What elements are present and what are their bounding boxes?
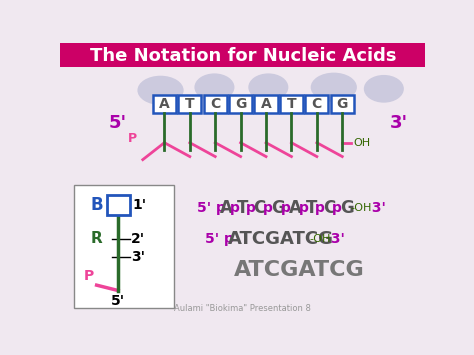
Bar (305, 95, 328, 114)
Text: ATCGATCG: ATCGATCG (234, 260, 365, 280)
Text: 5' p: 5' p (198, 201, 227, 215)
Text: OH: OH (353, 138, 370, 148)
Text: p: p (315, 201, 325, 215)
Text: 3': 3' (131, 250, 145, 264)
Text: p: p (299, 201, 309, 215)
Text: G: G (337, 97, 348, 111)
Text: A: A (159, 97, 170, 111)
Text: C: C (323, 199, 335, 217)
Text: 2': 2' (131, 232, 146, 246)
Text: T: T (287, 97, 296, 111)
Bar (178, 95, 201, 114)
Text: C: C (210, 97, 220, 111)
Text: R: R (91, 231, 103, 246)
Bar (107, 195, 130, 215)
Ellipse shape (137, 76, 183, 105)
Text: G: G (340, 199, 354, 217)
Ellipse shape (248, 73, 288, 101)
Text: p: p (246, 201, 256, 215)
Ellipse shape (194, 73, 235, 101)
Text: p: p (332, 201, 342, 215)
Text: ATCGATCG: ATCGATCG (228, 230, 333, 248)
Text: B: B (90, 196, 103, 214)
Text: 5': 5' (109, 114, 127, 132)
Text: A: A (261, 97, 272, 111)
Bar (331, 95, 354, 114)
Text: -OH: -OH (350, 203, 372, 213)
Text: 1': 1' (133, 198, 147, 212)
Text: G: G (235, 97, 246, 111)
Text: C: C (254, 199, 266, 217)
Bar (153, 95, 176, 114)
Text: p: p (229, 201, 239, 215)
Text: 5' p: 5' p (205, 232, 234, 246)
Text: p: p (281, 201, 291, 215)
Text: P: P (84, 269, 94, 283)
Text: 3': 3' (367, 201, 386, 215)
Text: Aulami "Biokima" Presentation 8: Aulami "Biokima" Presentation 8 (174, 304, 311, 313)
Text: G: G (271, 199, 284, 217)
Text: 3': 3' (390, 114, 408, 132)
Ellipse shape (310, 73, 357, 102)
Ellipse shape (364, 75, 404, 103)
Text: C: C (312, 97, 322, 111)
Text: T: T (306, 199, 318, 217)
Text: T: T (237, 199, 249, 217)
Text: A: A (220, 199, 233, 217)
Bar (61, 43, 425, 67)
Text: 3': 3' (326, 232, 345, 246)
Bar (255, 95, 278, 114)
Text: A: A (289, 199, 302, 217)
Text: T: T (185, 97, 195, 111)
Text: The Notation for Nucleic Acids: The Notation for Nucleic Acids (90, 47, 396, 65)
Text: P: P (128, 132, 137, 145)
Bar (229, 95, 252, 114)
Bar (74, 185, 174, 308)
Text: p: p (263, 201, 273, 215)
Text: -OH: -OH (309, 234, 330, 244)
Bar (280, 95, 303, 114)
Bar (204, 95, 227, 114)
Text: 5': 5' (111, 294, 125, 308)
